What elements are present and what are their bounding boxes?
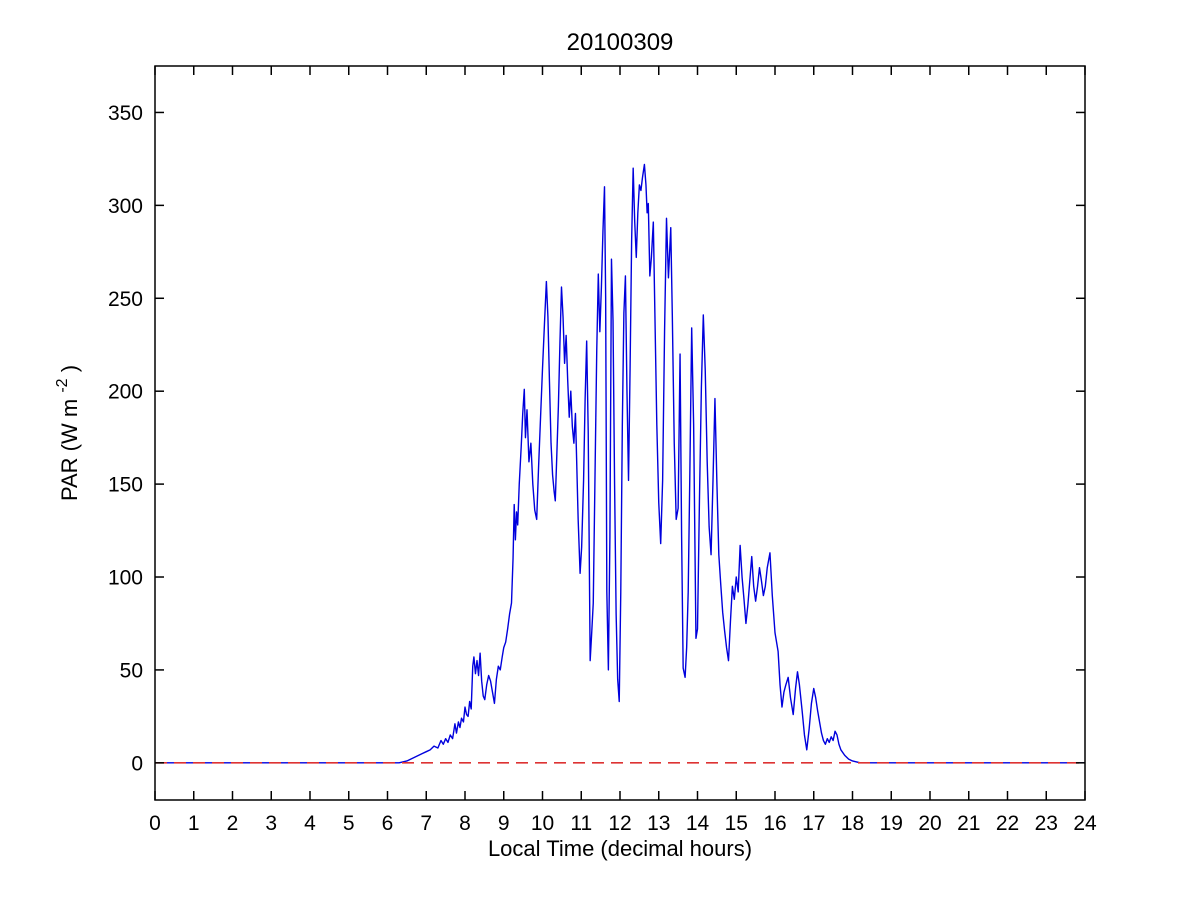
y-tick-label: 150 (108, 474, 143, 497)
x-tick-label: 15 (725, 812, 748, 835)
y-axis-label: PAR (W m -2 ) (47, 365, 82, 501)
x-tick-label: 12 (608, 812, 631, 835)
x-tick-label: 14 (686, 812, 710, 835)
x-tick-label: 22 (996, 812, 1019, 835)
x-tick-label: 16 (763, 812, 786, 835)
x-tick-label: 2 (227, 812, 239, 835)
y-axis-label-main: PAR (W m (57, 399, 82, 501)
x-tick-label: 3 (265, 812, 277, 835)
x-tick-label: 24 (1073, 812, 1097, 835)
x-tick-label: 7 (420, 812, 432, 835)
x-axis-label: Local Time (decimal hours) (488, 836, 752, 861)
y-axis-label-superscript: -2 (54, 378, 71, 392)
x-tick-label: 13 (647, 812, 670, 835)
y-tick-label: 200 (108, 381, 143, 404)
series-PAR (155, 163, 1085, 764)
y-tick-label: 250 (108, 288, 143, 311)
x-tick-label: 23 (1035, 812, 1058, 835)
axis-layer: 0 1 2 3 4 5 6 7 8 9 10 11 12 13 14 15 16 17 18 19 20 21 22 23 24… (108, 65, 1097, 835)
x-tick-label: 21 (957, 812, 980, 835)
y-tick-label: 50 (120, 659, 143, 682)
x-tick-label: 0 (149, 812, 161, 835)
y-tick-label: 300 (108, 195, 143, 218)
x-tick-label: 4 (304, 812, 316, 835)
x-tick-label: 1 (188, 812, 200, 835)
x-tick-label: 17 (802, 812, 825, 835)
x-tick-label: 5 (343, 812, 355, 835)
y-tick-label: 0 (131, 752, 143, 775)
y-axis-label-suffix: ) (57, 365, 82, 372)
x-tick-label: 8 (459, 812, 471, 835)
x-tick-label: 18 (841, 812, 864, 835)
x-tick-label: 6 (382, 812, 394, 835)
x-tick-label: 9 (498, 812, 510, 835)
x-tick-label: 11 (570, 812, 592, 835)
y-tick-label: 100 (108, 567, 143, 590)
x-tick-label: 10 (531, 812, 554, 835)
x-tick-label: 20 (918, 812, 941, 835)
y-tick-label: 350 (108, 102, 143, 125)
x-tick-label: 19 (880, 812, 903, 835)
data-series-layer (155, 163, 1085, 764)
chart-title: 20100309 (567, 29, 674, 56)
